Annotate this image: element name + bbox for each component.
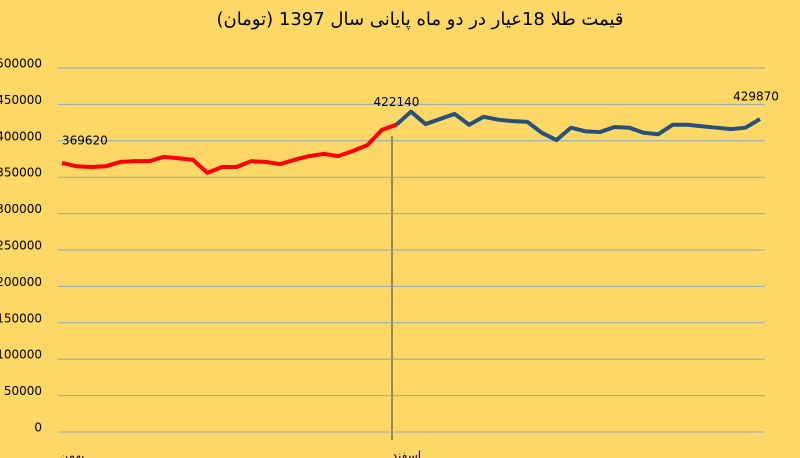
y-tick-label: 200000 <box>0 275 42 289</box>
y-tick-label: 400000 <box>0 129 42 143</box>
data-label: 429870 <box>733 90 779 104</box>
y-tick-label: 500000 <box>0 57 42 71</box>
y-tick-label: 350000 <box>0 166 42 180</box>
y-tick-label: 300000 <box>0 202 42 216</box>
y-tick-label: 450000 <box>0 93 42 107</box>
series-line <box>61 122 398 175</box>
y-tick-label: 100000 <box>0 348 42 362</box>
y-tick-label: 0 <box>34 421 42 435</box>
data-label: 422140 <box>374 95 420 109</box>
chart-title: قیمت طلا 18عیار در دو ماه پایانی سال 139… <box>216 9 623 30</box>
series-line <box>395 109 762 143</box>
y-tick-label: 50000 <box>4 384 42 398</box>
data-label: 369620 <box>62 133 108 147</box>
x-tick-label: اسفند <box>392 449 421 458</box>
y-tick-label: 250000 <box>0 239 42 253</box>
y-tick-label: 150000 <box>0 311 42 325</box>
x-tick-label: بهمن <box>60 449 85 458</box>
